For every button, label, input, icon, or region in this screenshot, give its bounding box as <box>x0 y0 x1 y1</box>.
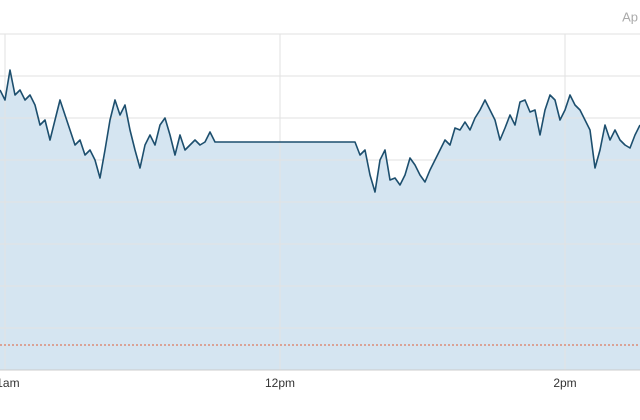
x-tick-label: 11am <box>0 376 20 390</box>
corner-text: Ap <box>622 9 638 24</box>
x-tick-label: 2pm <box>553 376 576 390</box>
price-line <box>0 69 640 193</box>
x-tick-label: 12pm <box>265 376 295 390</box>
area <box>0 70 640 370</box>
